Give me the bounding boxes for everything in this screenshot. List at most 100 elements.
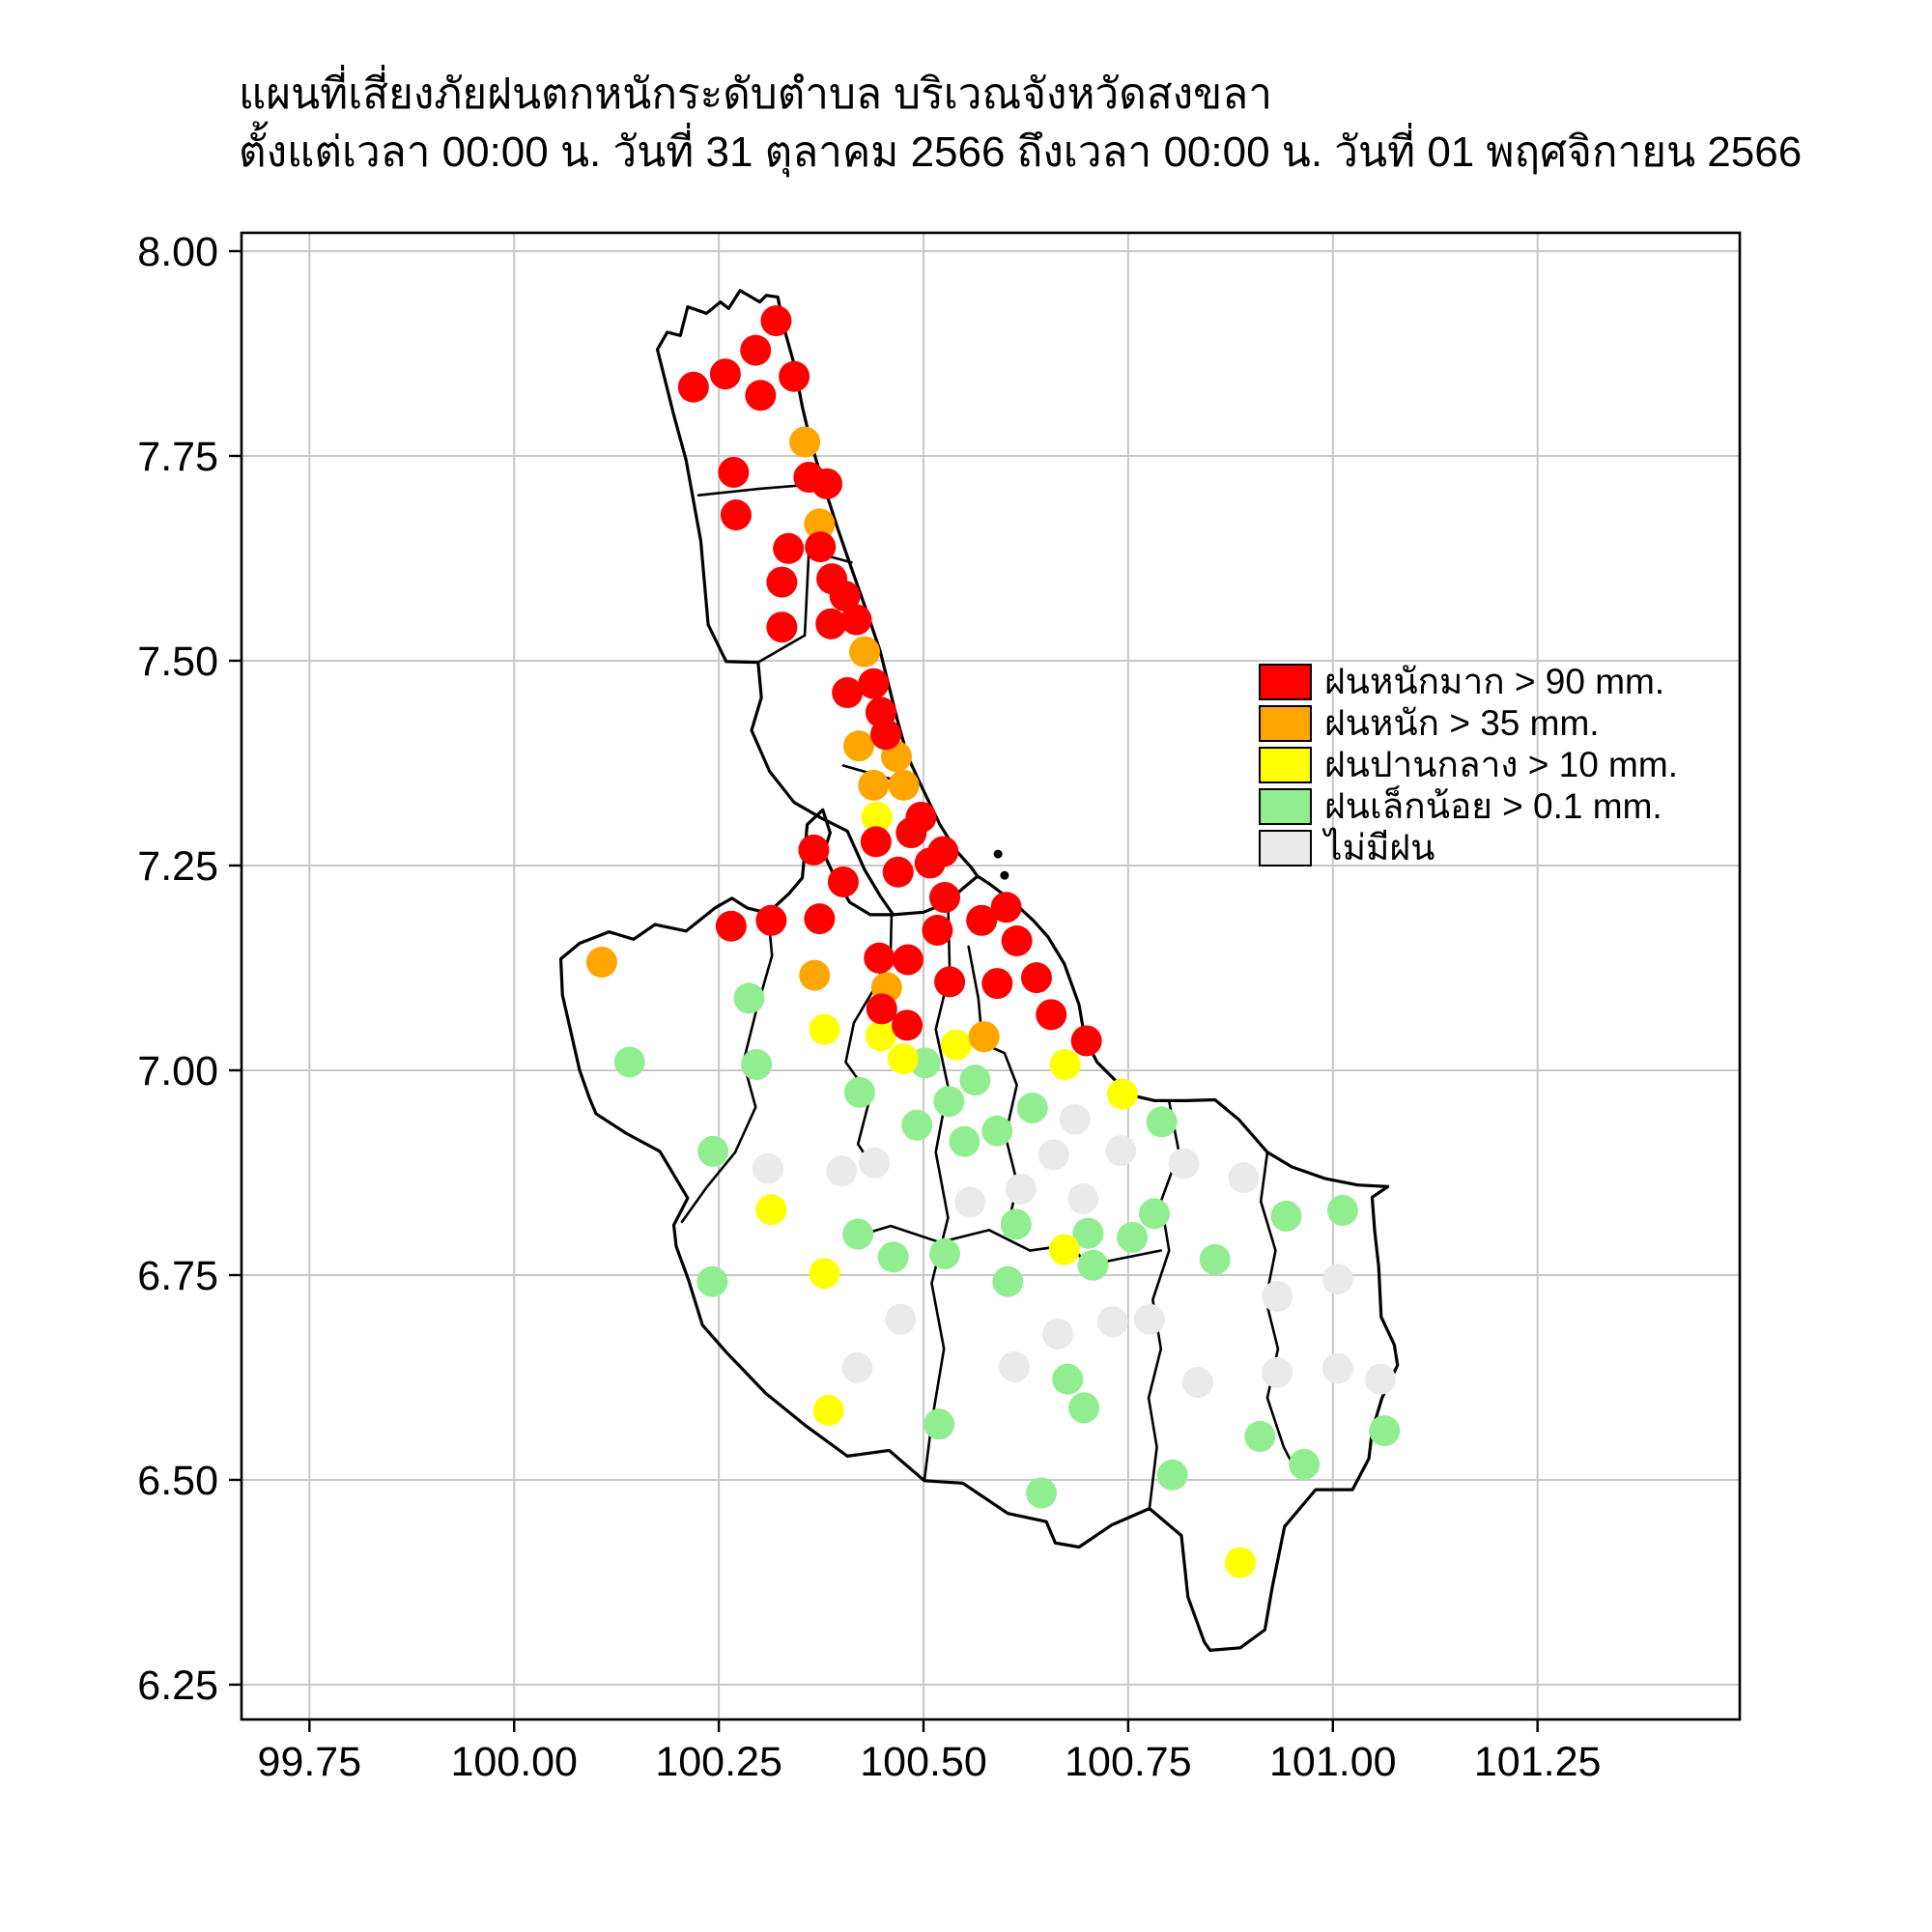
rain-point bbox=[1321, 1352, 1353, 1384]
rain-point bbox=[901, 1109, 933, 1141]
rain-point bbox=[1072, 1217, 1104, 1249]
rain-point bbox=[804, 508, 836, 540]
x-tick-label: 101.25 bbox=[1474, 1739, 1602, 1785]
rain-point bbox=[1026, 1477, 1058, 1509]
map-outline-peninsula-west-lake-shore bbox=[655, 348, 895, 917]
rain-point bbox=[815, 608, 847, 639]
rain-point bbox=[864, 942, 895, 974]
map-outline-district-thepha-sabayoi bbox=[1259, 1151, 1300, 1478]
rain-point bbox=[1326, 1194, 1358, 1226]
rain-point bbox=[798, 834, 830, 866]
y-tick-label: 6.75 bbox=[137, 1253, 218, 1299]
rain-point bbox=[832, 677, 864, 709]
rain-point bbox=[929, 1237, 961, 1269]
rain-point bbox=[1262, 1281, 1293, 1313]
map-outline-district-namom-east-west bbox=[848, 1224, 1163, 1267]
x-tick-label: 100.25 bbox=[655, 1739, 782, 1785]
rain-point bbox=[1146, 1106, 1178, 1138]
rain-point bbox=[720, 499, 752, 531]
rain-point bbox=[1133, 1303, 1165, 1335]
legend-item-heavy35: ฝนหนัก > 35 mm. bbox=[1259, 702, 1678, 744]
x-tick-label: 99.75 bbox=[258, 1739, 362, 1785]
rain-point bbox=[1181, 1367, 1213, 1399]
rain-point bbox=[760, 305, 792, 337]
y-tick-label: 7.50 bbox=[137, 639, 218, 685]
rain-point bbox=[779, 360, 810, 392]
rain-point bbox=[766, 566, 798, 598]
rain-point bbox=[882, 856, 914, 888]
y-tick-label: 8.00 bbox=[137, 229, 218, 275]
rain-point bbox=[895, 817, 927, 849]
rain-point bbox=[981, 1115, 1013, 1147]
legend-label-moderate10: ฝนปานกลาง > 10 mm. bbox=[1324, 745, 1678, 784]
y-tick-label: 7.00 bbox=[137, 1048, 218, 1094]
rain-point bbox=[940, 1029, 972, 1061]
legend-item-moderate10: ฝนปานกลาง > 10 mm. bbox=[1259, 744, 1678, 785]
rain-point bbox=[923, 1408, 955, 1440]
rain-point bbox=[752, 1152, 783, 1184]
rain-point bbox=[733, 982, 765, 1014]
rain-point bbox=[859, 1147, 891, 1179]
rain-point bbox=[990, 892, 1022, 923]
rain-point bbox=[841, 1351, 873, 1383]
rain-point bbox=[741, 1049, 773, 1081]
y-tick-label: 7.75 bbox=[137, 434, 218, 480]
rain-point bbox=[1037, 1139, 1069, 1171]
rain-point bbox=[1096, 1306, 1128, 1338]
rain-point bbox=[1016, 1092, 1048, 1123]
chart-title: แผนที่เสี่ยงภัยฝนตกหนักระดับตำบล บริเวณจ… bbox=[239, 66, 1802, 182]
rain-point bbox=[1041, 1319, 1073, 1350]
rain-point bbox=[1369, 1415, 1401, 1447]
rain-point bbox=[999, 1350, 1031, 1382]
legend-swatch-heavy90 bbox=[1259, 663, 1312, 700]
legend-label-none: ไม่มีฝน bbox=[1324, 828, 1435, 867]
rain-point bbox=[1001, 924, 1033, 956]
rain-point bbox=[1000, 1208, 1032, 1240]
rain-point bbox=[888, 769, 920, 801]
rain-point bbox=[1105, 1135, 1137, 1167]
rain-point bbox=[805, 531, 837, 563]
legend-label-heavy35: ฝนหนัก > 35 mm. bbox=[1324, 703, 1600, 743]
rain-point bbox=[1048, 1234, 1080, 1265]
map-outline-province-coast bbox=[558, 289, 1400, 1652]
rain-point bbox=[1225, 1547, 1256, 1578]
rain-point bbox=[709, 358, 741, 390]
legend-label-light01: ฝนเล็กน้อย > 0.1 mm. bbox=[1324, 786, 1662, 826]
rain-point bbox=[954, 1186, 986, 1218]
rain-point bbox=[1364, 1363, 1396, 1395]
rain-point bbox=[848, 636, 880, 668]
rain-point bbox=[933, 1086, 965, 1118]
legend-swatch-heavy35 bbox=[1259, 704, 1312, 742]
rain-point bbox=[613, 1046, 645, 1078]
rain-point bbox=[843, 1076, 875, 1108]
y-tick-label: 7.25 bbox=[137, 843, 218, 890]
map-outline-district-rattaphum-east bbox=[680, 911, 774, 1224]
rain-point bbox=[1244, 1421, 1276, 1453]
legend-label-heavy90: ฝนหนักมาก > 90 mm. bbox=[1324, 662, 1665, 701]
rain-point bbox=[1228, 1162, 1260, 1194]
rain-point bbox=[1052, 1363, 1084, 1395]
rain-point bbox=[1117, 1221, 1149, 1253]
chart-title-line2: ตั้งแต่เวลา 00:00 น. วันที่ 31 ตุลาคม 25… bbox=[239, 128, 1803, 176]
rain-point bbox=[870, 719, 902, 751]
rain-point bbox=[740, 334, 772, 366]
rain-point bbox=[715, 910, 747, 942]
map-island-speck bbox=[1000, 870, 1009, 880]
rain-point bbox=[755, 1194, 787, 1226]
legend-item-none: ไม่มีฝน bbox=[1259, 827, 1678, 868]
rain-point bbox=[1168, 1148, 1200, 1179]
rain-point bbox=[966, 904, 998, 936]
rain-point bbox=[1036, 999, 1067, 1031]
rain-point bbox=[843, 730, 875, 762]
legend-item-heavy90: ฝนหนักมาก > 90 mm. bbox=[1259, 661, 1678, 702]
rain-point bbox=[585, 947, 617, 979]
plot-frame bbox=[240, 231, 1742, 1721]
rain-point bbox=[812, 1394, 844, 1426]
x-tick-label: 100.50 bbox=[860, 1739, 987, 1785]
rain-point bbox=[885, 1303, 917, 1335]
x-tick-label: 100.00 bbox=[450, 1739, 578, 1785]
rain-point bbox=[934, 966, 966, 998]
rain-point bbox=[745, 380, 777, 412]
legend: ฝนหนักมาก > 90 mm. ฝนหนัก > 35 mm. ฝนปานกล… bbox=[1259, 661, 1678, 868]
